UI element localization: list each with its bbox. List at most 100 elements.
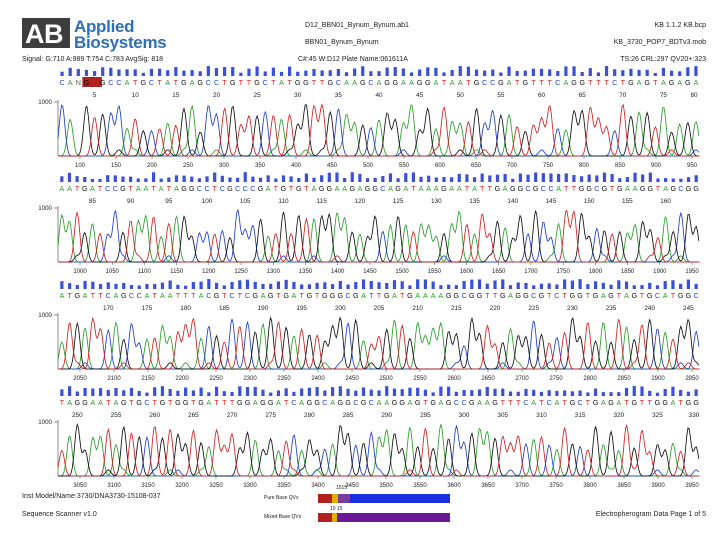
- base-call: T: [423, 398, 428, 407]
- qv-bar: [664, 178, 668, 182]
- qv-bar: [534, 172, 538, 182]
- scan-tick-label: 1000: [73, 269, 87, 275]
- base-call: C: [336, 78, 341, 87]
- qv-bar: [243, 172, 247, 182]
- low-quality-highlight: [82, 77, 102, 87]
- qv-bar: [431, 392, 435, 396]
- base-call: T: [596, 78, 601, 87]
- qv-bar: [669, 70, 674, 76]
- scan-tick-label: 2050: [73, 376, 87, 382]
- base-call: A: [503, 184, 508, 193]
- scan-tick-label: 2150: [141, 376, 155, 382]
- base-call: T: [167, 184, 172, 193]
- base-call: A: [168, 291, 173, 300]
- base-call: T: [678, 398, 683, 407]
- qv-bar: [392, 388, 397, 396]
- base-call: G: [571, 78, 577, 87]
- qv-bar: [377, 390, 381, 396]
- scan-tick-label: 2600: [447, 376, 461, 382]
- qv-bar: [648, 390, 652, 396]
- qv-bar: [419, 176, 423, 182]
- scan-tick-label: 850: [615, 163, 626, 169]
- qv-bar: [228, 177, 232, 182]
- qv-bar: [503, 173, 507, 182]
- base-call: G: [296, 184, 302, 193]
- base-index-label: 200: [335, 305, 346, 312]
- base-call: A: [388, 184, 393, 193]
- base-call: A: [114, 291, 119, 300]
- qv-bar: [68, 67, 72, 76]
- base-call: A: [352, 78, 357, 87]
- qv-bar: [385, 386, 389, 396]
- qv-bar: [137, 285, 141, 289]
- qv-bar: [153, 387, 157, 396]
- base-call: G: [75, 291, 81, 300]
- base-call: G: [539, 291, 545, 300]
- base-call: T: [191, 291, 196, 300]
- base-call: A: [299, 398, 304, 407]
- qv-bar: [98, 178, 102, 182]
- base-call: T: [671, 291, 676, 300]
- qv-bar: [199, 281, 203, 289]
- qv-bar: [190, 176, 194, 182]
- qv-bar: [300, 284, 304, 289]
- qv-bar: [570, 280, 574, 289]
- qv-bar: [92, 71, 97, 76]
- qv-bar: [404, 173, 408, 182]
- base-call: G: [686, 184, 692, 193]
- qv-bar: [408, 285, 412, 289]
- base-call: T: [92, 78, 97, 87]
- base-index-label: 240: [644, 305, 655, 312]
- base-call: A: [199, 291, 204, 300]
- scan-tick-label: 2250: [209, 376, 223, 382]
- base-call: A: [625, 184, 630, 193]
- base-call: T: [67, 291, 72, 300]
- base-index-label: 190: [258, 305, 269, 312]
- base-index-label: 195: [296, 305, 307, 312]
- base-call: G: [360, 78, 366, 87]
- qv-bar: [515, 70, 519, 76]
- base-call: G: [283, 291, 289, 300]
- scan-tick-label: 2800: [583, 376, 597, 382]
- base-call: G: [415, 398, 421, 407]
- base-call: G: [327, 184, 333, 193]
- base-call: A: [344, 78, 349, 87]
- base-call: C: [220, 184, 225, 193]
- base-call: T: [284, 398, 289, 407]
- qv-bar: [174, 67, 178, 76]
- base-index-label: 25: [254, 92, 262, 99]
- base-call: G: [693, 398, 699, 407]
- base-call: G: [570, 291, 576, 300]
- base-call: G: [608, 398, 614, 407]
- qv-bar: [129, 176, 133, 182]
- qv-bar: [258, 177, 263, 182]
- qv-bar: [230, 391, 234, 396]
- qv-bar: [408, 387, 412, 396]
- qv-bar: [245, 279, 250, 289]
- qv-bar: [392, 280, 397, 289]
- scan-tick-label: 3200: [175, 483, 189, 489]
- base-call: A: [68, 78, 73, 87]
- base-call: C: [454, 398, 459, 407]
- base-index-label: 90: [127, 198, 135, 205]
- base-call: G: [100, 78, 106, 87]
- qv-bar: [572, 66, 576, 76]
- qv-bar: [578, 279, 582, 289]
- qv-bar: [539, 68, 544, 76]
- base-call: C: [380, 184, 385, 193]
- qv-bar: [255, 66, 259, 76]
- qv-bar: [75, 284, 79, 289]
- base-index-label: 65: [579, 92, 587, 99]
- base-call: T: [493, 291, 498, 300]
- base-call: A: [160, 291, 165, 300]
- base-index-label: 105: [240, 198, 251, 205]
- base-index-label: 45: [416, 92, 424, 99]
- base-call: A: [292, 291, 297, 300]
- base-call: T: [640, 291, 645, 300]
- qv-bar: [253, 281, 257, 289]
- base-call: A: [342, 184, 347, 193]
- qv-bar: [253, 386, 257, 396]
- qv-bar: [377, 71, 381, 76]
- base-call: A: [458, 78, 463, 87]
- scan-tick-label: 300: [219, 163, 230, 169]
